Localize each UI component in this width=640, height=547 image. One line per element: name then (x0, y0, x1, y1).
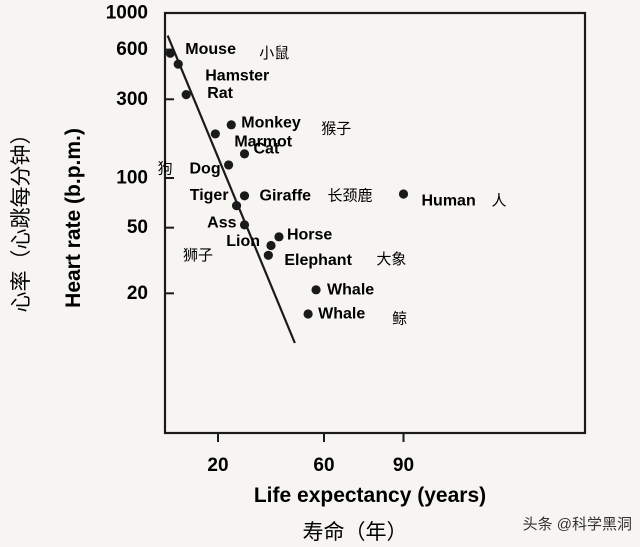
data-point-elephant (263, 250, 273, 260)
x-ticks: 20 60 90 (207, 433, 414, 476)
point-label-cn-mouse: 小鼠 (259, 45, 289, 62)
point-label-dog: Dog (189, 160, 220, 177)
x-tick-label: 20 (207, 455, 228, 476)
data-point-whale (303, 309, 313, 319)
point-label-giraffe: Giraffe (260, 187, 312, 204)
point-label-elephant: Elephant (284, 252, 352, 269)
point-label-hamster: Hamster (205, 68, 269, 85)
data-point-tiger (231, 201, 242, 211)
data-point-ass (239, 220, 250, 230)
y-ticks: 20 50 100 300 600 1000 (106, 3, 174, 304)
point-label-cn-giraffe: 长颈鹿 (328, 187, 373, 204)
data-point-lion (266, 240, 276, 251)
y-axis-title-group: Heart rate (b.p.m.) 心率（心跳每分钟） (10, 124, 85, 313)
point-label-marmot: Marmot (234, 133, 292, 150)
watermark: 头条 @科学黑洞 (523, 516, 632, 533)
y-tick-label: 1000 (106, 3, 148, 24)
point-label-cn-dog: 狗 (158, 160, 173, 177)
data-point-whale (311, 285, 321, 295)
data-point-monkey (226, 120, 236, 130)
x-axis-title-cn: 寿命（年） (303, 521, 408, 544)
data-point-marmot (210, 129, 220, 139)
y-tick-label: 20 (127, 283, 148, 304)
point-label-human: Human (422, 192, 476, 209)
point-label-whale: Whale (318, 305, 365, 322)
data-point-horse (274, 232, 284, 242)
y-tick-label: 300 (116, 89, 148, 110)
point-label-cn-elephant: 大象 (376, 251, 406, 268)
point-label-rat: Rat (207, 85, 233, 102)
point-label-whale: Whale (327, 281, 374, 298)
point-label-tiger: Tiger (190, 187, 229, 204)
data-point-human (398, 189, 409, 199)
data-point-hamster (173, 59, 183, 69)
y-axis-title: Heart rate (b.p.m.) (62, 128, 85, 308)
trend-line (166, 35, 296, 344)
x-tick-label: 90 (393, 455, 414, 476)
point-label-cn-whale: 鲸 (392, 310, 407, 327)
x-tick-label: 60 (313, 455, 334, 476)
data-point-dog (224, 160, 234, 170)
point-label-cat: Cat (254, 140, 280, 157)
point-label-mouse: Mouse (185, 41, 236, 58)
y-axis-title-cn: 心率（心跳每分钟） (10, 124, 33, 313)
data-point-mouse (165, 48, 175, 58)
point-label-horse: Horse (287, 226, 332, 243)
point-label-ass: Ass (207, 214, 236, 231)
y-tick-label: 100 (116, 168, 148, 189)
data-point-giraffe (239, 191, 250, 201)
data-point-cat (239, 149, 250, 159)
point-label-monkey: Monkey (241, 114, 301, 131)
y-tick-label: 50 (127, 217, 148, 238)
y-tick-label: 600 (116, 39, 148, 60)
point-label-cn-monkey: 猴子 (321, 120, 351, 137)
plot-frame (163, 11, 587, 435)
data-point-rat (181, 90, 191, 100)
point-label-cn-human: 人 (492, 192, 507, 209)
point-label-lion: Lion (226, 233, 260, 250)
point-label-cn-lion: 狮子 (183, 247, 213, 264)
x-axis-title: Life expectancy (years) (254, 484, 486, 507)
